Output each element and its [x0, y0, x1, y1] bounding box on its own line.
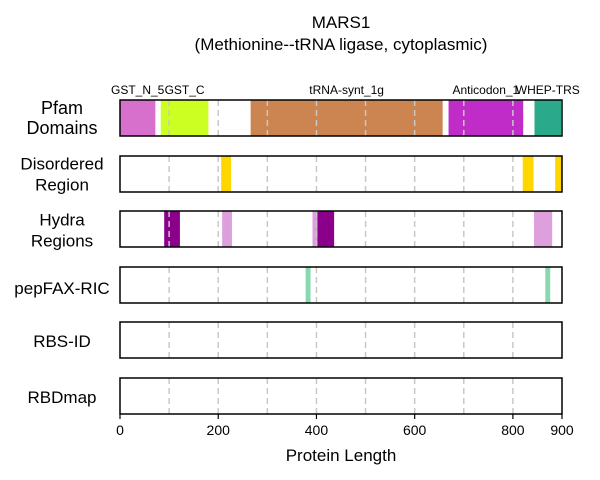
domain-label: GST_N_5 [111, 83, 165, 97]
row-label: Pfam Domains [26, 98, 97, 138]
region-bar [555, 156, 562, 192]
x-tick-label: 600 [403, 422, 427, 438]
track-row: RBS-ID [33, 321, 563, 359]
row-label: Disordered Region [20, 155, 103, 195]
region-bar [222, 211, 232, 247]
region-bar [250, 100, 443, 136]
track-background [120, 156, 562, 192]
track-frame [119, 155, 563, 193]
row-label: pepFAX-RIC [14, 279, 109, 298]
track-frame [119, 266, 563, 304]
domain-label: Anticodon_1 [453, 83, 520, 97]
region-bar [120, 100, 156, 136]
track-background [120, 322, 562, 358]
region-bar [545, 267, 551, 303]
track-frame [119, 210, 563, 248]
track-row: RBDmap [28, 377, 563, 415]
chart-title: MARS1 [312, 13, 371, 32]
domain-label: GST_C [165, 83, 205, 97]
track-background [120, 267, 562, 303]
region-bar [317, 211, 335, 247]
track-row: pepFAX-RIC [14, 266, 563, 304]
row-label: RBDmap [28, 388, 97, 407]
chart-subtitle: (Methionine--tRNA ligase, cytoplasmic) [195, 35, 488, 54]
region-bar [221, 156, 231, 192]
region-bar [160, 100, 209, 136]
region-bar [534, 211, 553, 247]
track-row: Pfam Domains GST_N_5 GST_C tRNA-synt_1g Antic… [26, 83, 579, 138]
track-frame [119, 377, 563, 415]
x-tick-label: 200 [207, 422, 231, 438]
track-frame [119, 99, 563, 137]
region-bar [522, 156, 534, 192]
x-axis-label: Protein Length [286, 446, 397, 465]
track-row: Hydra Regions [31, 210, 563, 251]
region-bar [312, 211, 318, 247]
x-tick-label: 0 [116, 422, 124, 438]
x-tick-label: 900 [550, 422, 574, 438]
track-background [120, 211, 562, 247]
region-bar [305, 267, 311, 303]
x-tick-label: 400 [305, 422, 329, 438]
region-bar [534, 100, 562, 136]
track-frame [119, 321, 563, 359]
x-axis: 0 200 400 600 800 900 [116, 414, 574, 438]
domain-label: WHEP-TRS [516, 83, 580, 97]
row-label: Hydra Regions [31, 211, 93, 251]
x-tick-label: 800 [501, 422, 525, 438]
domain-label: tRNA-synt_1g [309, 83, 384, 97]
rows: Pfam Domains GST_N_5 GST_C tRNA-synt_1g Antic… [14, 83, 580, 415]
row-label: RBS-ID [33, 332, 91, 351]
track-background [120, 378, 562, 414]
region-bar [164, 211, 180, 247]
track-row: Disordered Region [20, 155, 563, 195]
region-bar [448, 100, 524, 136]
